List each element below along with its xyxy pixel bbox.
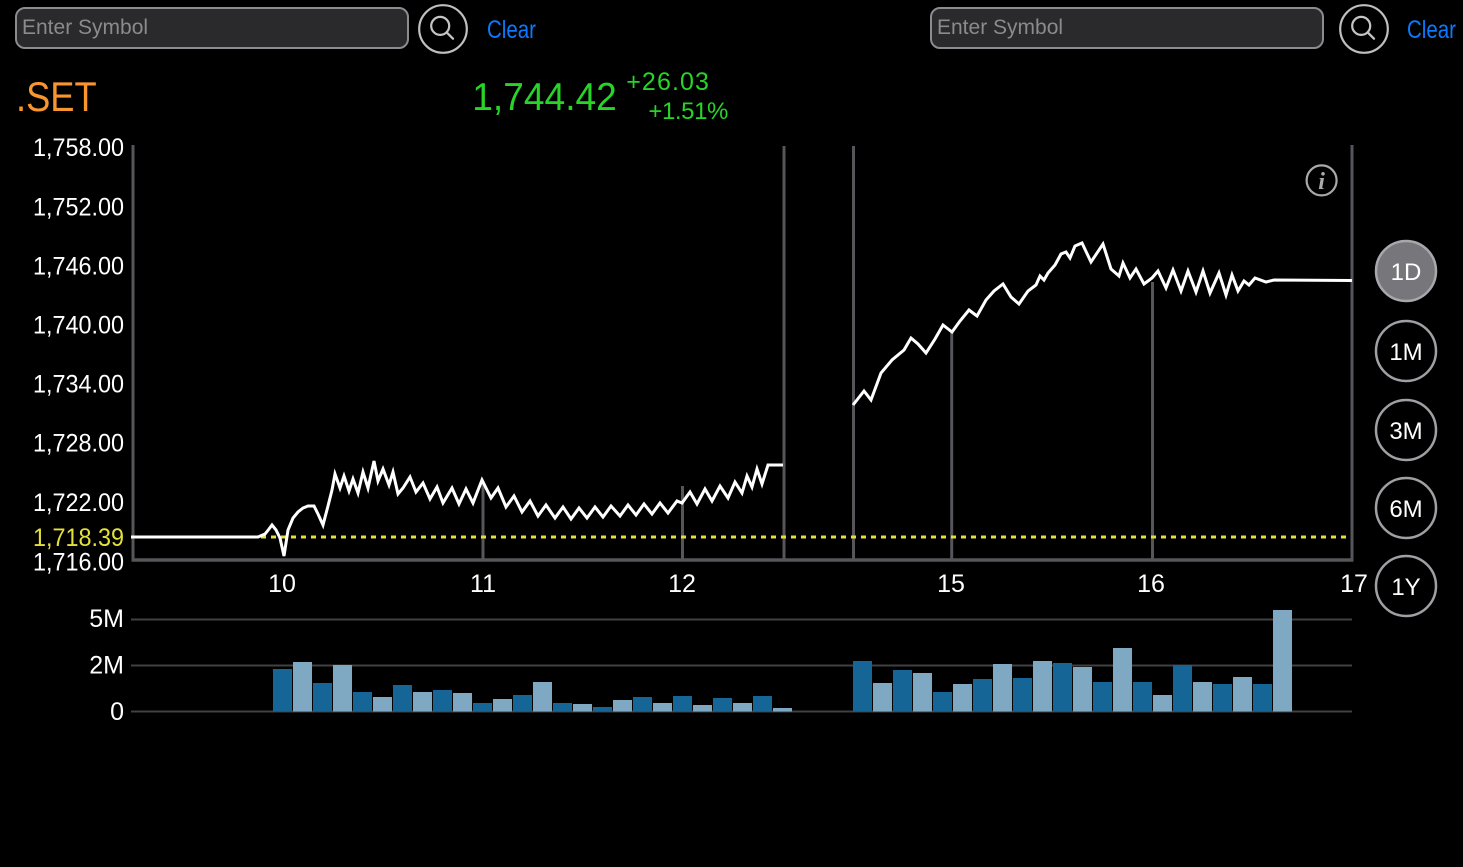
svg-text:16: 16 [1137, 570, 1165, 598]
svg-text:1M: 1M [1389, 339, 1422, 366]
svg-text:1,746.00: 1,746.00 [33, 253, 124, 281]
svg-text:3M: 3M [1389, 418, 1422, 445]
svg-text:1,734.00: 1,734.00 [33, 371, 124, 399]
svg-text:1D: 1D [1391, 259, 1422, 286]
svg-text:11: 11 [470, 570, 496, 598]
svg-text:6M: 6M [1389, 496, 1422, 523]
svg-text:10: 10 [268, 570, 296, 598]
svg-text:5M: 5M [89, 605, 124, 633]
svg-text:1,722.00: 1,722.00 [33, 489, 124, 517]
svg-text:12: 12 [668, 570, 696, 598]
svg-text:1,758.00: 1,758.00 [33, 134, 124, 162]
svg-text:15: 15 [937, 570, 965, 598]
svg-text:1Y: 1Y [1391, 574, 1420, 601]
svg-text:2M: 2M [89, 652, 124, 680]
svg-text:1,718.39: 1,718.39 [33, 524, 124, 552]
svg-text:1,740.00: 1,740.00 [33, 312, 124, 340]
svg-text:17: 17 [1340, 570, 1368, 598]
svg-text:1,716.00: 1,716.00 [33, 549, 124, 577]
svg-text:i: i [1318, 169, 1325, 195]
svg-text:1,752.00: 1,752.00 [33, 194, 124, 222]
svg-text:0: 0 [110, 698, 124, 726]
svg-text:1,728.00: 1,728.00 [33, 430, 124, 458]
